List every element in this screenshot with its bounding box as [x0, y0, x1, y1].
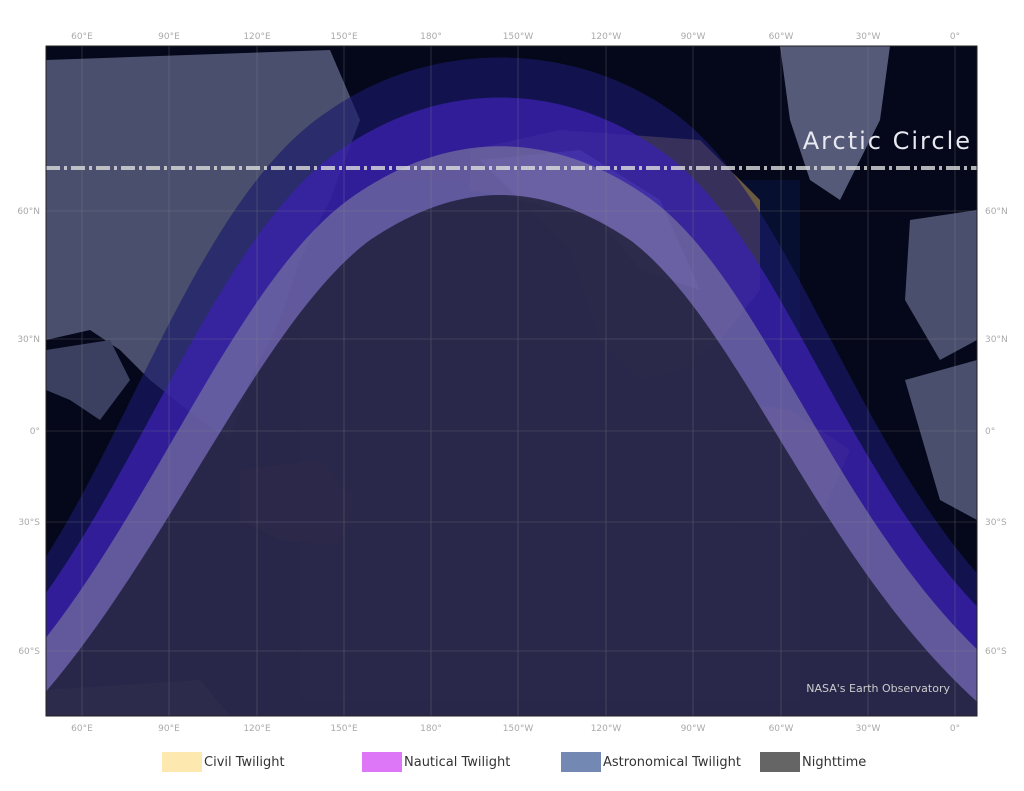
legend-label: Nighttime: [802, 754, 867, 770]
top-lon-label: 120°E: [243, 32, 271, 42]
right-lat-label: 30°S: [985, 518, 1007, 528]
legend-nighttime: Nighttime: [760, 752, 866, 772]
bottom-lon-label: 30°W: [856, 724, 881, 734]
swatch-nighttime: [760, 752, 800, 772]
bottom-lon-label: 60°E: [71, 724, 93, 734]
bottom-lon-label: 0°: [950, 724, 960, 734]
left-lat-label: 0°: [30, 427, 40, 437]
legend-label: Nautical Twilight: [404, 754, 511, 770]
top-lon-label: 60°W: [769, 32, 794, 42]
legend-nautical: Nautical Twilight: [362, 752, 510, 772]
nighttime-region: [46, 195, 977, 716]
bottom-lon-label: 60°W: [769, 724, 794, 734]
right-lat-label: 0°: [985, 427, 995, 437]
top-lon-label: 180°: [420, 32, 442, 42]
watermark: NASA's Earth Observatory: [806, 682, 950, 695]
top-lon-label: 150°W: [503, 32, 534, 42]
legend-civil: Civil Twilight: [162, 752, 285, 772]
swatch-nautical: [362, 752, 402, 772]
top-lon-label: 90°E: [158, 32, 180, 42]
left-lat-label: 30°N: [17, 335, 40, 345]
bottom-lon-label: 120°W: [591, 724, 622, 734]
top-lon-label: 0°: [950, 32, 960, 42]
bottom-lon-label: 90°E: [158, 724, 180, 734]
swatch-civil: [162, 752, 202, 772]
right-lat-label: 60°S: [985, 647, 1007, 657]
swatch-astronomical: [561, 752, 601, 772]
left-lat-label: 30°S: [18, 518, 40, 528]
top-lon-label: 150°E: [330, 32, 358, 42]
map-frame: [45, 45, 978, 717]
right-lat-label: 60°N: [985, 207, 1008, 217]
bottom-lon-label: 150°E: [330, 724, 358, 734]
top-lon-label: 60°E: [71, 32, 93, 42]
bottom-lon-label: 120°E: [243, 724, 271, 734]
bottom-lon-label: 150°W: [503, 724, 534, 734]
top-lon-label: 90°W: [681, 32, 706, 42]
left-lat-label: 60°N: [17, 207, 40, 217]
bottom-lon-label: 180°: [420, 724, 442, 734]
legend-astronomical: Astronomical Twilight: [561, 752, 741, 772]
bottom-lon-label: 90°W: [681, 724, 706, 734]
top-lon-label: 30°W: [856, 32, 881, 42]
legend-label: Civil Twilight: [204, 754, 285, 770]
right-lat-label: 30°N: [985, 335, 1008, 345]
graticule: [46, 46, 977, 716]
top-lon-label: 120°W: [591, 32, 622, 42]
arctic-circle-label: Arctic Circle: [803, 127, 972, 155]
legend-label: Astronomical Twilight: [603, 754, 741, 770]
left-lat-label: 60°S: [18, 647, 40, 657]
